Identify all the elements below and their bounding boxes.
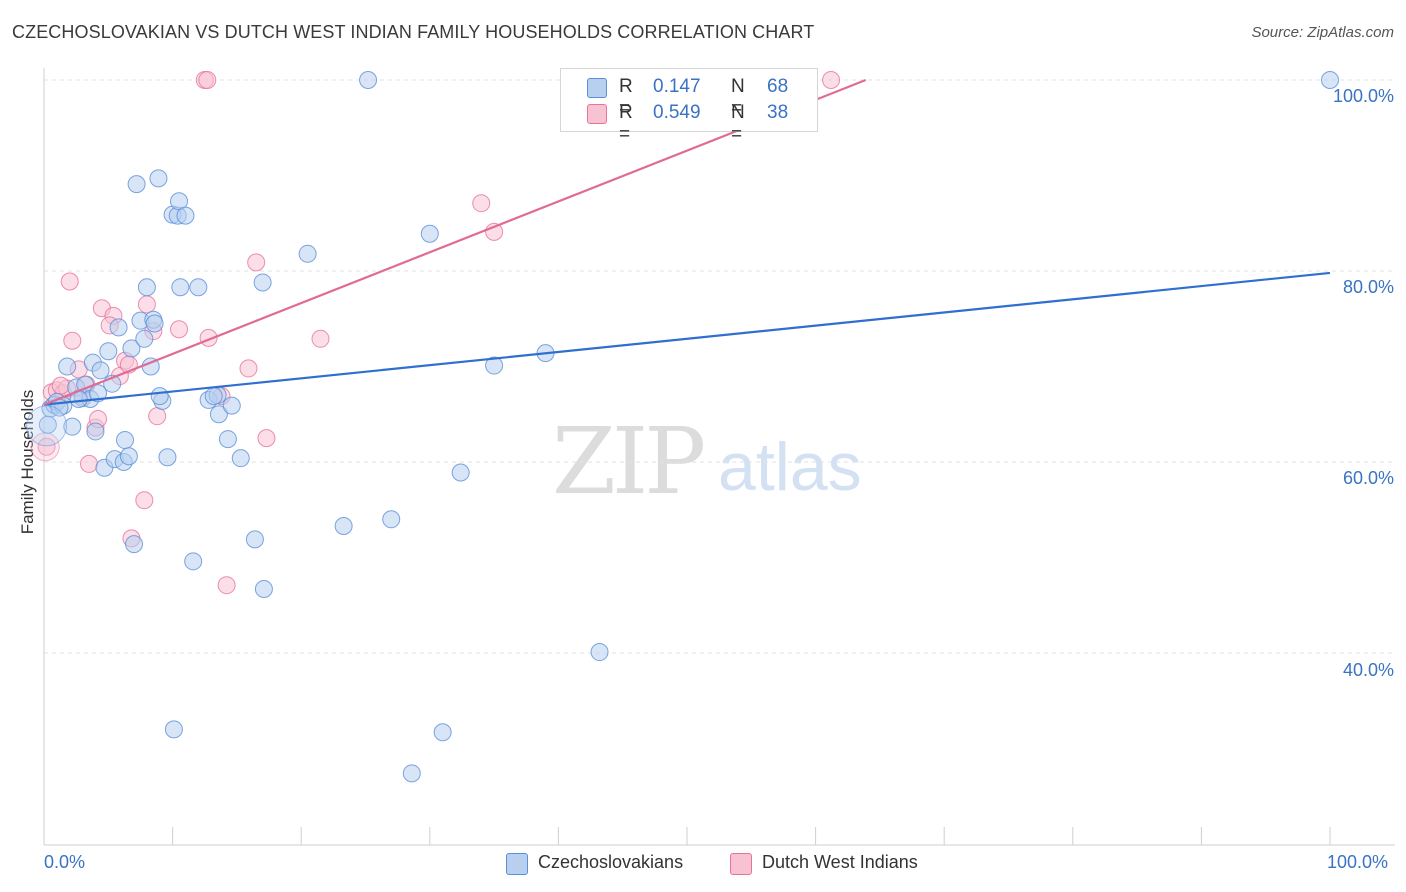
point-czechoslovakians — [171, 278, 190, 297]
point-czechoslovakians — [298, 244, 317, 263]
n-label: N = — [731, 102, 745, 145]
point-dutch-west-indians — [170, 320, 189, 339]
point-czechoslovakians — [149, 169, 168, 188]
point-czechoslovakians — [184, 552, 203, 571]
point-czechoslovakians — [150, 387, 169, 406]
point-czechoslovakians — [86, 422, 105, 441]
point-czechoslovakians — [135, 329, 154, 348]
point-czechoslovakians — [402, 764, 421, 783]
legend-swatch-blue — [506, 853, 528, 875]
point-czechoslovakians — [122, 339, 141, 358]
point-dutch-west-indians — [137, 295, 156, 314]
point-dutch-west-indians — [51, 376, 70, 395]
point-czechoslovakians — [433, 723, 452, 742]
point-czechoslovakians — [209, 405, 228, 424]
x-tick-label: 100.0% — [1327, 852, 1389, 872]
trend-lines — [43, 78, 1331, 406]
point-dutch-west-indians — [311, 329, 330, 348]
point-czechoslovakians — [334, 516, 353, 535]
point-dutch-west-indians — [80, 454, 99, 473]
point-dutch-west-indians — [822, 71, 841, 89]
point-czechoslovakians — [145, 314, 164, 333]
legend-swatch-blue — [587, 78, 607, 98]
point-czechoslovakians — [382, 510, 401, 529]
point-czechoslovakians — [58, 357, 77, 376]
point-czechoslovakians — [125, 535, 144, 554]
y-tick-label: 40.0% — [1342, 660, 1394, 680]
point-czechoslovakians — [359, 71, 378, 89]
n-value: 68 — [767, 76, 789, 97]
chart-title: CZECHOSLOVAKIAN VS DUTCH WEST INDIAN FAM… — [12, 22, 815, 42]
point-czechoslovakians — [222, 396, 241, 415]
n-label: N = — [731, 76, 745, 119]
legend-swatch-pink — [587, 104, 607, 124]
point-czechoslovakians — [451, 463, 470, 482]
point-czechoslovakians — [164, 720, 183, 739]
point-czechoslovakians — [38, 415, 57, 434]
point-dutch-west-indians — [63, 331, 82, 350]
series-dutch-west-indians — [30, 71, 841, 595]
point-czechoslovakians — [109, 318, 128, 337]
r-label: R = — [619, 102, 633, 145]
point-czechoslovakians — [1321, 71, 1339, 89]
point-dutch-west-indians — [37, 437, 56, 456]
series-czechoslovakians — [26, 71, 1339, 783]
point-czechoslovakians — [204, 387, 223, 406]
point-czechoslovakians — [420, 224, 439, 243]
watermark-atlas: atlas — [718, 429, 862, 505]
point-dutch-west-indians — [257, 429, 276, 448]
legend-swatch-pink — [730, 853, 752, 875]
point-czechoslovakians — [63, 417, 82, 436]
point-czechoslovakians — [89, 384, 108, 403]
r-value: 0.549 — [653, 102, 701, 123]
point-dutch-west-indians — [217, 576, 236, 595]
point-czechoslovakians — [99, 342, 118, 361]
point-dutch-west-indians — [60, 272, 79, 291]
point-czechoslovakians — [158, 448, 177, 467]
source-label: Source: ZipAtlas.com — [1251, 24, 1394, 41]
point-czechoslovakians — [116, 431, 135, 450]
point-dutch-west-indians — [239, 359, 258, 378]
point-dutch-west-indians — [247, 253, 266, 272]
point-dutch-west-indians — [198, 71, 217, 89]
point-czechoslovakians — [253, 273, 272, 292]
r-label: R = — [619, 76, 633, 119]
point-czechoslovakians — [485, 356, 504, 375]
y-tick-label: 60.0% — [1342, 468, 1394, 488]
point-czechoslovakians — [245, 530, 264, 549]
legend-label: Czechoslovakians — [538, 852, 684, 872]
x-tick-label: 0.0% — [44, 852, 86, 872]
y-tick-label: 80.0% — [1342, 277, 1394, 297]
n-value: 38 — [767, 102, 789, 123]
point-dutch-west-indians — [135, 491, 154, 510]
point-czechoslovakians — [218, 430, 237, 449]
axes — [43, 68, 1395, 846]
correlation-legend: R = 0.147 N = 68 R = 0.549 N = 38 — [560, 68, 818, 145]
point-czechoslovakians — [119, 447, 138, 466]
trend-line-czechoslovakians — [43, 271, 1331, 406]
r-value: 0.147 — [653, 76, 701, 97]
y-tick-label: 100.0% — [1332, 86, 1394, 106]
point-czechoslovakians — [590, 643, 609, 662]
point-dutch-west-indians — [148, 407, 167, 426]
point-czechoslovakians — [91, 361, 110, 380]
point-czechoslovakians — [254, 580, 273, 599]
point-czechoslovakians — [176, 206, 195, 225]
point-dutch-west-indians — [472, 194, 491, 213]
point-czechoslovakians — [189, 278, 208, 297]
point-cluster-czechoslovakians — [26, 405, 68, 447]
point-czechoslovakians — [231, 449, 250, 468]
point-czechoslovakians — [127, 175, 146, 194]
point-czechoslovakians — [137, 278, 156, 297]
trend-line-dutch-west-indians — [43, 78, 867, 406]
legend-label: Dutch West Indians — [762, 852, 918, 872]
